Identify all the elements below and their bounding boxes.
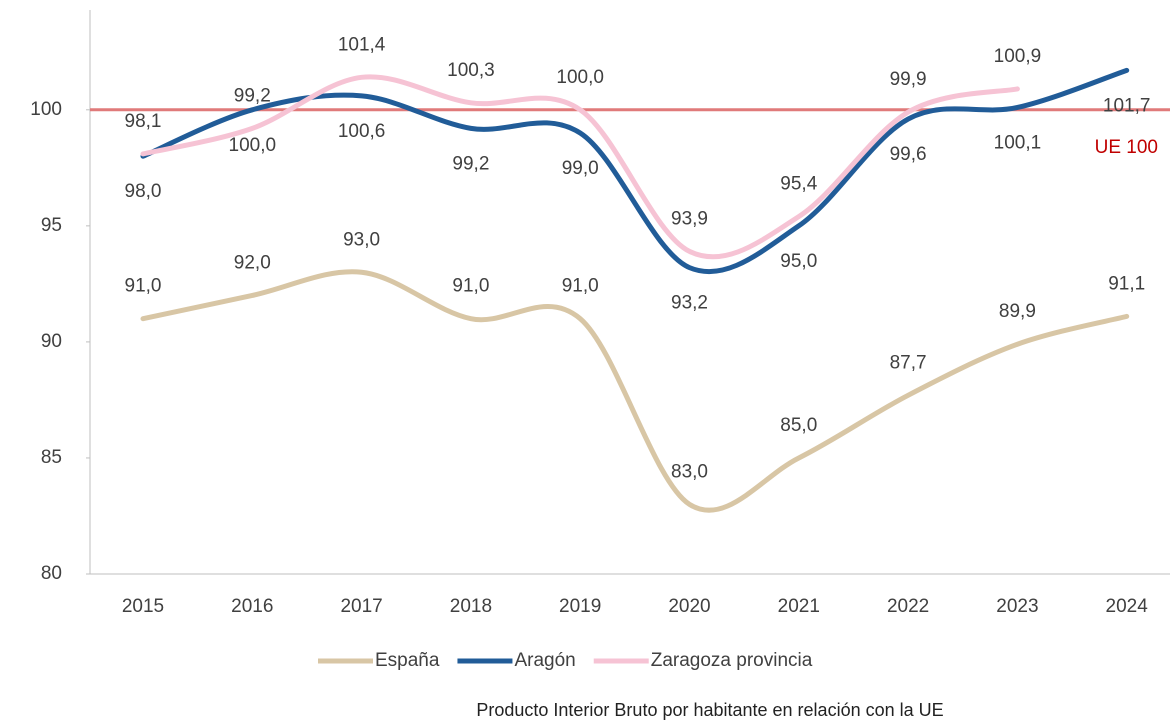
data-label: 95,0 <box>780 251 817 272</box>
data-label: 91,0 <box>125 276 162 297</box>
footnote: Producto Interior Bruto por habitante en… <box>476 700 943 720</box>
x-tick-label: 2021 <box>778 596 820 617</box>
data-label: 87,7 <box>890 352 927 373</box>
x-tick-label: 2022 <box>887 596 929 617</box>
y-tick-label: 85 <box>41 447 62 468</box>
y-tick-label: 80 <box>41 563 62 584</box>
data-label: 100,3 <box>447 60 495 81</box>
data-label: 99,6 <box>890 144 927 165</box>
data-label: 89,9 <box>999 301 1036 322</box>
data-label: 93,9 <box>671 208 708 229</box>
data-label: 95,4 <box>780 174 817 195</box>
data-label: 101,7 <box>1103 95 1151 116</box>
data-label: 91,0 <box>562 276 599 297</box>
x-tick-label: 2016 <box>231 596 273 617</box>
legend-label: España <box>375 650 440 671</box>
x-tick-label: 2018 <box>450 596 492 617</box>
y-tick-label: 95 <box>41 215 62 236</box>
reference-label: UE 100 <box>1095 137 1158 158</box>
legend-label: Zaragoza provincia <box>651 650 813 671</box>
data-label: 100,1 <box>994 132 1042 153</box>
data-label: 101,4 <box>338 34 386 55</box>
y-tick-label: 100 <box>30 99 62 120</box>
data-label: 100,0 <box>556 67 604 88</box>
x-tick-label: 2017 <box>340 596 382 617</box>
data-label: 98,1 <box>125 111 162 132</box>
x-tick-label: 2019 <box>559 596 601 617</box>
data-label: 98,0 <box>125 181 162 202</box>
data-label: 100,9 <box>994 46 1042 67</box>
x-tick-label: 2020 <box>668 596 710 617</box>
data-label: 83,0 <box>671 461 708 482</box>
x-tick-label: 2015 <box>122 596 164 617</box>
data-label: 85,0 <box>780 415 817 436</box>
data-label: 93,2 <box>671 293 708 314</box>
x-tick-label: 2023 <box>996 596 1038 617</box>
data-label: 99,9 <box>890 69 927 90</box>
data-label: 93,0 <box>343 229 380 250</box>
data-label: 99,2 <box>234 85 271 106</box>
series-line <box>140 67 1130 275</box>
legend-label: Aragón <box>514 650 575 671</box>
data-label: 91,1 <box>1108 273 1145 294</box>
data-label: 91,0 <box>452 276 489 297</box>
data-label: 99,2 <box>452 153 489 174</box>
x-tick-label: 2024 <box>1106 596 1149 617</box>
series-line <box>140 269 1130 513</box>
y-tick-label: 90 <box>41 331 62 352</box>
data-label: 100,6 <box>338 121 386 142</box>
data-label: 92,0 <box>234 252 271 273</box>
data-label: 99,0 <box>562 158 599 179</box>
series-line <box>140 74 1020 260</box>
data-label: 100,0 <box>229 135 277 156</box>
